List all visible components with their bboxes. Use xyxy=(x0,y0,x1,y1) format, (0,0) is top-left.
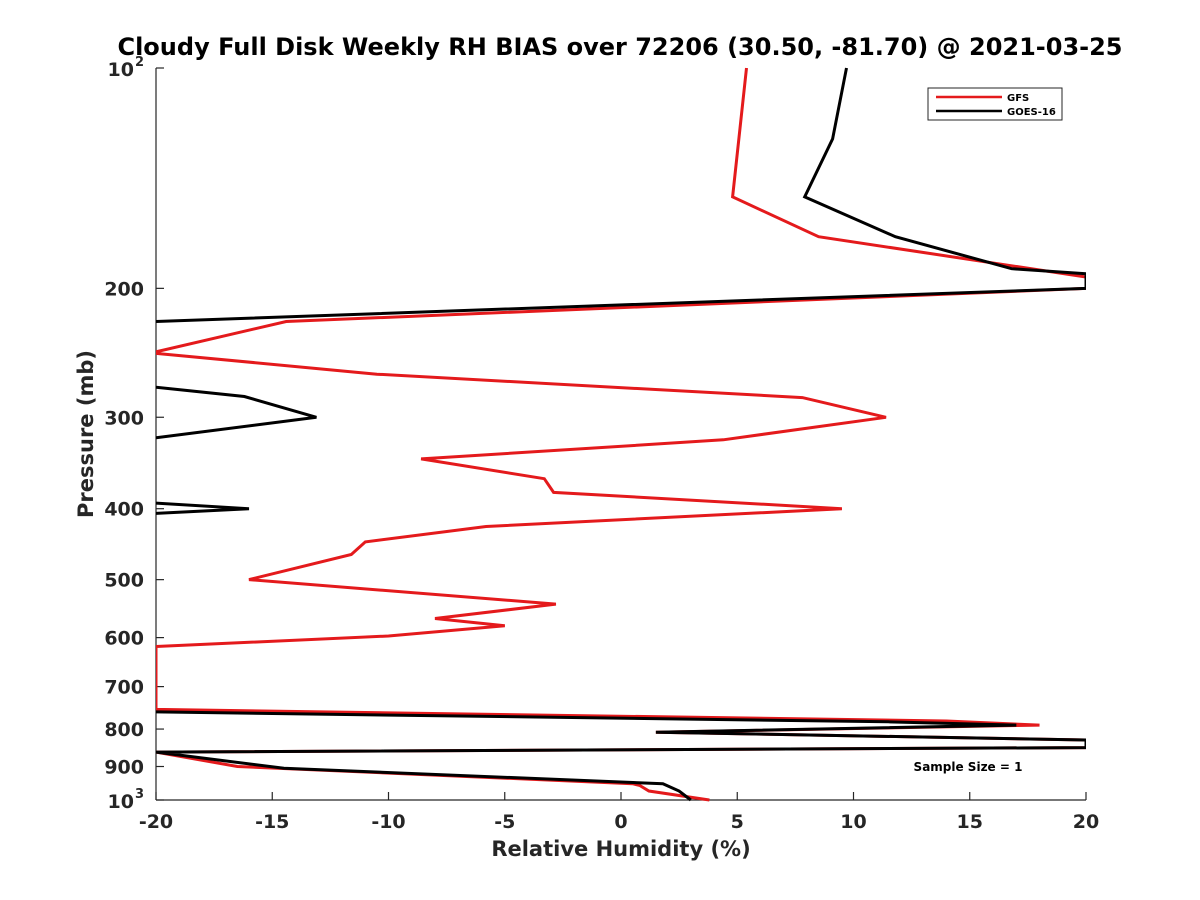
y-tick-label: 10 xyxy=(108,59,134,81)
y-axis-label: Pressure (mb) xyxy=(74,350,98,518)
x-tick-label: 20 xyxy=(1073,811,1099,833)
y-tick-label: 300 xyxy=(104,407,144,429)
x-tick-label: -20 xyxy=(139,811,173,833)
series-layer xyxy=(156,67,1086,802)
x-tick-label: 5 xyxy=(731,811,744,833)
x-tick-label: 10 xyxy=(840,811,866,833)
chart-title: Cloudy Full Disk Weekly RH BIAS over 722… xyxy=(117,33,1122,61)
y-tick-label: 600 xyxy=(104,628,144,650)
legend-entries: GFS GOES-16 xyxy=(936,93,1056,118)
x-ticks: -20 -15 -10 -5 0 5 10 15 20 xyxy=(139,792,1099,833)
x-axis-label: Relative Humidity (%) xyxy=(491,837,750,861)
legend-label: GFS xyxy=(1007,93,1029,104)
y-tick-label: 200 xyxy=(104,278,144,300)
y-tick-label: 400 xyxy=(104,499,144,521)
y-tick-exponent: 3 xyxy=(135,787,144,802)
x-tick-label: -15 xyxy=(255,811,289,833)
y-tick-label: 500 xyxy=(104,570,144,592)
y-tick-label: 10 xyxy=(108,791,134,813)
y-tick-label: 700 xyxy=(104,677,144,699)
y-tick-label: 900 xyxy=(104,757,144,779)
x-tick-label: 0 xyxy=(614,811,627,833)
x-tick-label: -10 xyxy=(371,811,405,833)
series-line-goes-16 xyxy=(156,67,1086,802)
legend-box xyxy=(927,87,1063,121)
y-tick-exponent: 2 xyxy=(135,55,144,70)
legend-label: GOES-16 xyxy=(1007,107,1056,118)
x-tick-label: 15 xyxy=(957,811,983,833)
y-tick-label: 800 xyxy=(104,719,144,741)
legend: GFS GOES-16 xyxy=(927,87,1063,121)
sample-size-annotation: Sample Size = 1 xyxy=(914,760,1023,774)
x-tick-label: -5 xyxy=(494,811,515,833)
plot-area xyxy=(156,68,1086,800)
